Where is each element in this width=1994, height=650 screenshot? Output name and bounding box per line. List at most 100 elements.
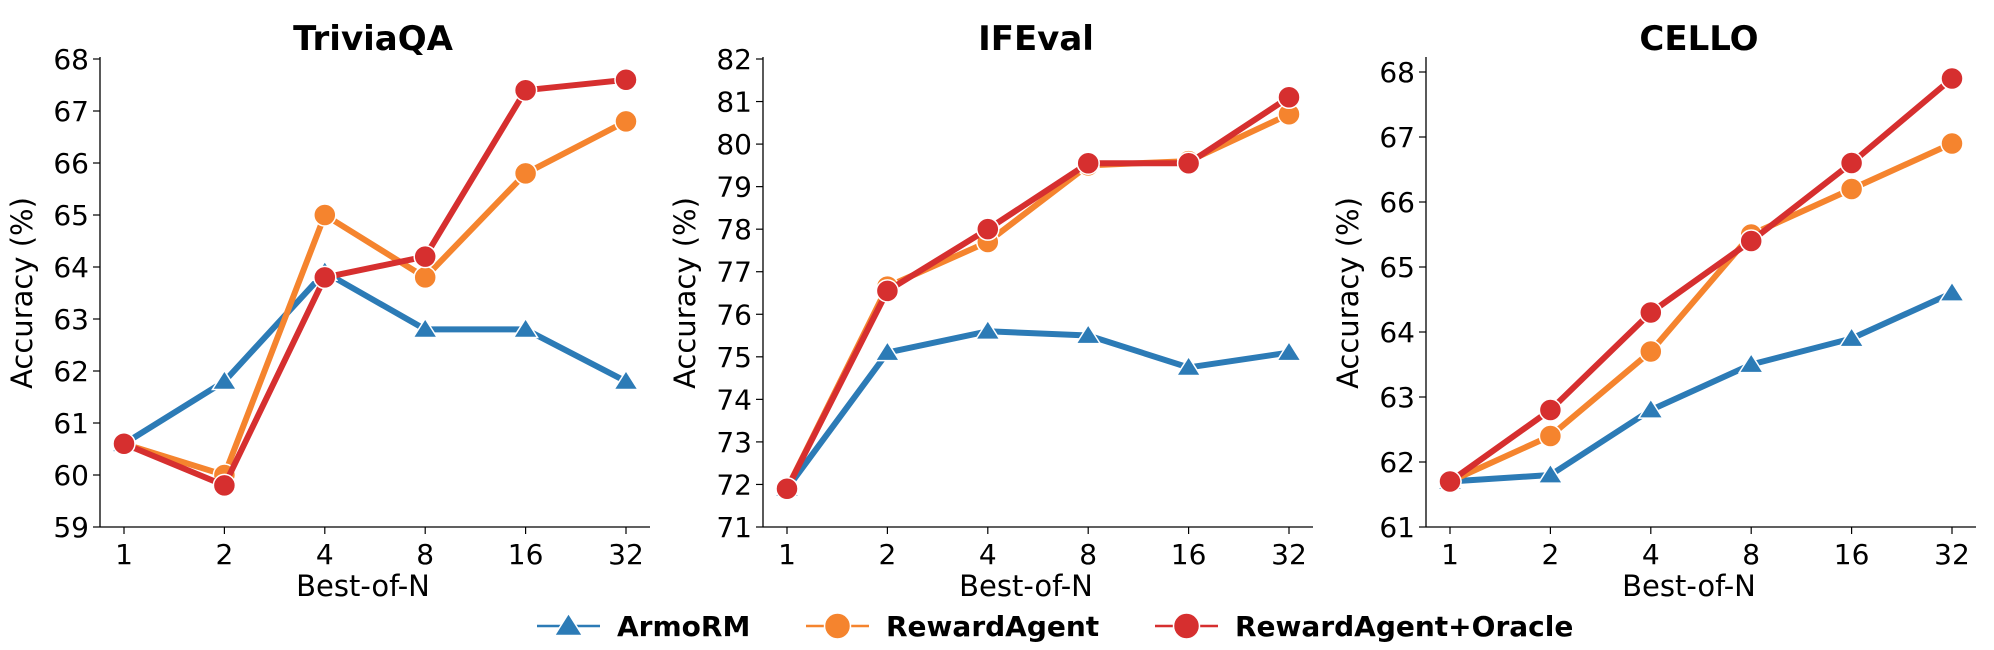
legend-item-rewardagent-oracle: RewardAgent+Oracle (1155, 610, 1573, 643)
series-rewardagent-oracle (775, 85, 1301, 501)
y-tick-label: 81 (716, 86, 752, 119)
y-tick-label: 82 (716, 43, 752, 76)
data-point-marker (874, 340, 901, 362)
series-rewardagent (112, 109, 638, 487)
series-armorm (773, 319, 1303, 498)
x-tick-label: 2 (1541, 538, 1559, 571)
data-point-marker (411, 317, 439, 339)
data-point-marker (1076, 151, 1100, 175)
data-point-marker (212, 473, 237, 498)
data-point-marker (1940, 131, 1964, 156)
legend-label: RewardAgent+Oracle (1235, 610, 1573, 643)
chart-title: IFEval (978, 19, 1094, 59)
y-tick-label: 75 (716, 341, 752, 374)
series-armorm (1436, 280, 1966, 491)
x-tick-label: 1 (778, 538, 796, 571)
x-tick-label: 1 (115, 538, 133, 571)
x-axis-label: Best-of-N (959, 569, 1093, 603)
y-tick-label: 77 (716, 256, 752, 289)
y-tick-label: 71 (716, 511, 752, 544)
y-tick-label: 67 (1379, 121, 1415, 154)
data-point-marker (1538, 398, 1563, 422)
data-point-marker (112, 432, 136, 456)
y-tick-label: 59 (53, 511, 89, 544)
series-line (1447, 290, 1955, 485)
chart-title: CELLO (1639, 19, 1758, 59)
x-tick-label: 32 (1271, 538, 1307, 571)
x-tick-label: 4 (1642, 538, 1660, 571)
y-tick-label: 80 (716, 128, 752, 161)
x-tick-label: 32 (608, 538, 644, 571)
x-tick-label: 16 (1171, 538, 1207, 571)
legend-marker (823, 612, 852, 640)
x-axis-label: Best-of-N (296, 569, 430, 603)
y-axis-label: Accuracy (%) (5, 197, 39, 389)
data-point-marker (211, 369, 238, 391)
data-point-marker (313, 203, 337, 227)
y-tick-label: 65 (53, 199, 89, 232)
panel-cello: CELLO 61 62 63 64 65 66 67 68 1 2 4 8 16 32 Best-of-N Ac… (1331, 19, 1976, 603)
data-point-marker (614, 68, 638, 92)
y-tick-label: 79 (716, 171, 752, 204)
series-rewardagent-oracle (1438, 66, 1964, 494)
data-point-marker (413, 244, 437, 269)
data-point-marker (775, 476, 799, 501)
data-point-marker (1277, 85, 1301, 110)
panel-triviaqa: TriviaQA 59 60 61 62 63 64 65 66 67 68 1 2 4 8 16 32 Best… (5, 19, 650, 603)
data-point-marker (1938, 280, 1966, 302)
y-tick-label: 74 (716, 383, 752, 416)
data-point-marker (1074, 323, 1102, 345)
y-tick-label: 73 (716, 426, 752, 459)
data-point-marker (976, 217, 1000, 241)
series-line (784, 94, 1292, 492)
y-tick-label: 65 (1379, 251, 1415, 284)
y-tick-label: 72 (716, 468, 752, 501)
series-line (121, 269, 629, 447)
series-rewardagent (775, 102, 1301, 501)
data-point-marker (875, 279, 900, 303)
legend-label: RewardAgent (886, 610, 1099, 643)
chart-title: TriviaQA (293, 19, 454, 59)
data-point-marker (1637, 397, 1665, 419)
x-tick-label: 4 (316, 538, 334, 571)
x-axis-label: Best-of-N (1622, 569, 1756, 603)
x-tick-label: 32 (1934, 538, 1970, 571)
y-axis-label: Accuracy (%) (1331, 197, 1365, 389)
y-tick-label: 63 (1379, 381, 1415, 414)
x-tick-label: 16 (508, 538, 544, 571)
y-tick-label: 76 (716, 298, 752, 331)
data-point-marker (1538, 424, 1563, 448)
legend: ArmoRM RewardAgent RewardAgent+Oracle (537, 610, 1573, 643)
data-point-marker (1838, 326, 1865, 348)
y-tick-label: 63 (53, 303, 89, 336)
y-tick-label: 60 (53, 459, 89, 492)
x-tick-label: 1 (1441, 538, 1459, 571)
data-point-marker (513, 78, 538, 102)
y-tick-label: 68 (1379, 56, 1415, 89)
data-point-marker (614, 109, 638, 134)
y-tick-label: 64 (53, 251, 89, 284)
series-rewardagent (1438, 131, 1964, 494)
y-tick-label: 68 (53, 43, 89, 76)
legend-label: ArmoRM (617, 610, 750, 643)
series-line (784, 328, 1292, 492)
data-point-marker (1275, 340, 1303, 362)
y-tick-label: 62 (53, 355, 89, 388)
data-point-marker (1737, 352, 1765, 374)
y-tick-label: 64 (1379, 316, 1415, 349)
data-point-marker (974, 319, 1002, 341)
data-point-marker (1537, 462, 1564, 484)
legend-marker (553, 612, 584, 637)
panel-ifeval: IFEval 71 72 73 74 75 76 77 78 79 80 81 82 1 2 4 8 16 32 Be… (668, 19, 1313, 603)
y-axis-label: Accuracy (%) (668, 197, 702, 389)
data-point-marker (413, 265, 437, 290)
legend-marker (1172, 612, 1201, 640)
data-point-marker (1940, 66, 1964, 91)
series-line (121, 118, 629, 478)
y-tick-label: 78 (716, 213, 752, 246)
y-tick-label: 66 (53, 147, 89, 180)
x-tick-label: 2 (215, 538, 233, 571)
series-line (784, 111, 1292, 492)
